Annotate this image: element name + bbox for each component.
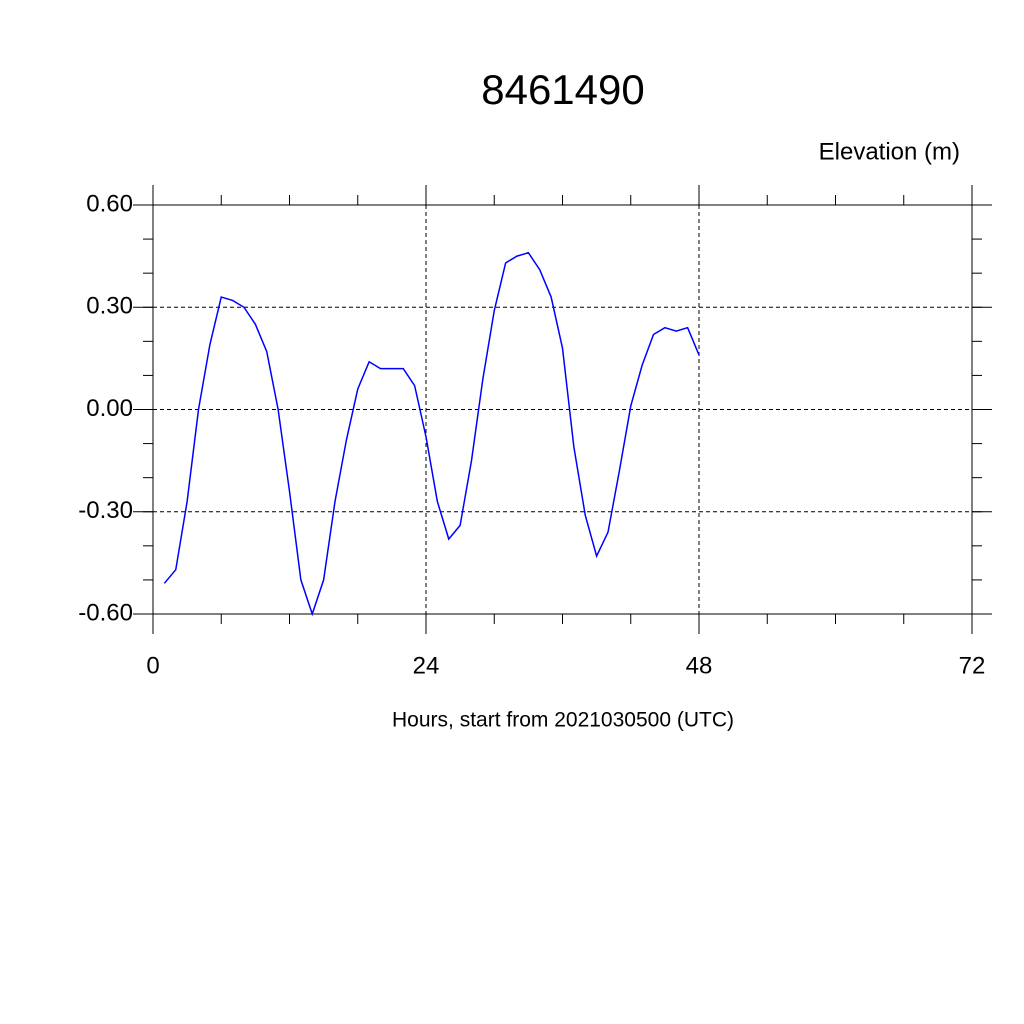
y-tick-label: -0.60 (78, 599, 133, 626)
y-axis-label: Elevation (m) (819, 138, 960, 165)
y-tick-label: 0.00 (86, 395, 133, 422)
x-tick-label: 48 (686, 652, 713, 679)
x-axis-label: Hours, start from 2021030500 (UTC) (392, 709, 734, 732)
x-tick-label: 24 (413, 652, 440, 679)
chart-title: 8461490 (481, 66, 645, 113)
y-tick-label: 0.60 (86, 190, 133, 217)
y-tick-label: -0.30 (78, 497, 133, 524)
data-line (163, 251, 700, 617)
x-tick-label: 72 (959, 652, 986, 679)
y-tick-label: 0.30 (86, 293, 133, 320)
x-tick-label: 0 (146, 652, 159, 679)
plot-frame (152, 204, 973, 615)
